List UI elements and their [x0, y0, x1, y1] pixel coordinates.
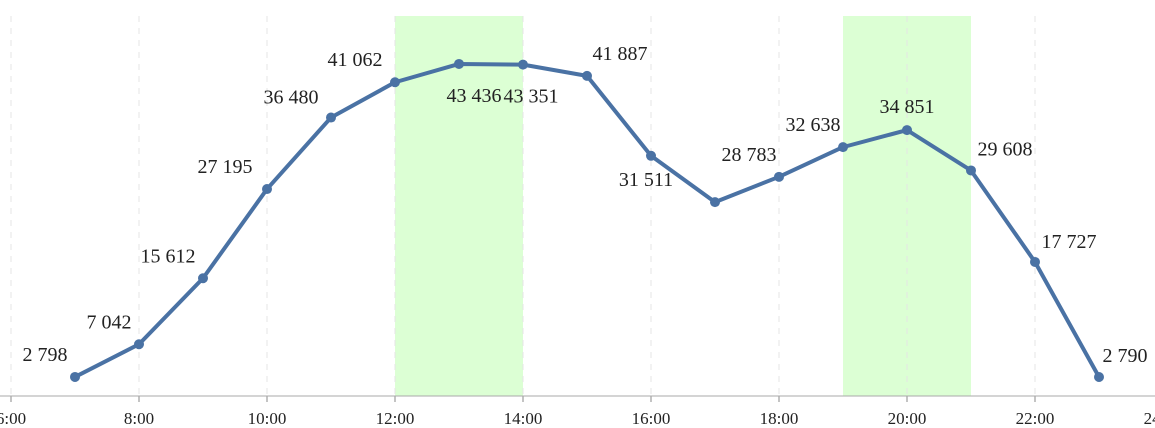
point — [902, 125, 912, 136]
point — [518, 59, 528, 70]
x-tick-label: 24:00 — [1144, 409, 1155, 428]
point — [646, 150, 656, 161]
point — [262, 184, 272, 195]
data-label: 41 062 — [328, 49, 383, 71]
data-label: 15 612 — [141, 245, 196, 267]
x-tick-label: 6:00 — [0, 409, 26, 428]
point — [774, 171, 784, 182]
point — [326, 112, 336, 123]
point — [390, 77, 400, 88]
x-tick-label: 8:00 — [124, 409, 154, 428]
point — [966, 165, 976, 176]
x-tick-label: 22:00 — [1016, 409, 1055, 428]
highlight-band — [843, 16, 971, 396]
x-tick-label: 14:00 — [504, 409, 543, 428]
x-tick-label: 18:00 — [760, 409, 799, 428]
x-tick-label: 20:00 — [888, 409, 927, 428]
data-label: 31 511 — [619, 169, 673, 191]
point — [198, 273, 208, 284]
point — [838, 142, 848, 153]
highlight-band — [395, 16, 523, 396]
data-label: 43 436 — [447, 85, 502, 107]
x-tick-label: 16:00 — [632, 409, 671, 428]
data-label: 7 042 — [87, 311, 132, 333]
point — [1030, 256, 1040, 267]
point — [582, 70, 592, 81]
data-label: 29 608 — [978, 138, 1033, 160]
data-label: 32 638 — [786, 114, 841, 136]
data-label: 41 887 — [593, 43, 648, 65]
data-label: 2 790 — [1103, 345, 1148, 367]
data-label: 17 727 — [1042, 231, 1097, 253]
point — [454, 58, 464, 69]
data-label: 2 798 — [23, 344, 68, 366]
x-tick-label: 10:00 — [248, 409, 287, 428]
data-label: 27 195 — [198, 156, 253, 178]
point — [70, 371, 80, 382]
data-label: 28 783 — [722, 144, 777, 166]
data-label: 34 851 — [880, 96, 935, 118]
x-tick-label: 12:00 — [376, 409, 415, 428]
point — [1094, 372, 1104, 383]
data-label: 36 480 — [264, 87, 319, 109]
point — [134, 339, 144, 350]
point — [710, 197, 720, 208]
data-label: 43 351 — [504, 86, 559, 108]
